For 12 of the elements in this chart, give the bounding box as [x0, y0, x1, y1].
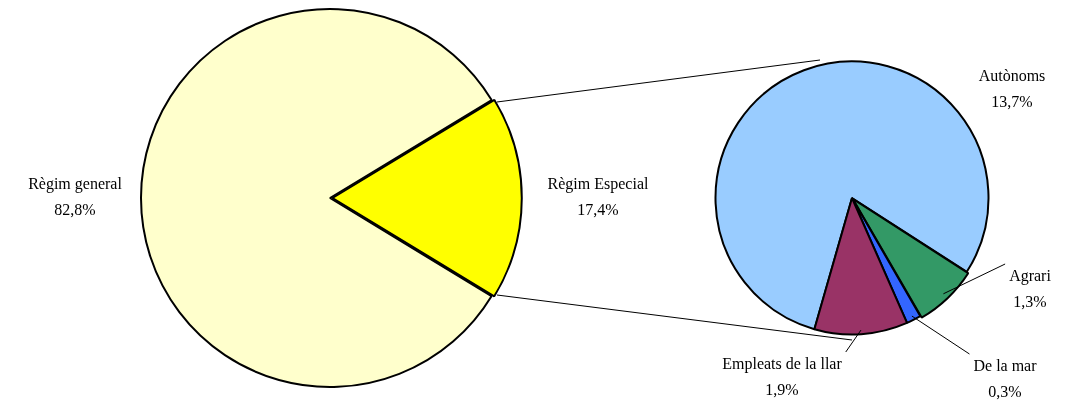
slice-label: Agrari	[1009, 267, 1052, 286]
data-label: 13,7%	[991, 93, 1033, 111]
data-label: 1,9%	[765, 381, 799, 399]
slice-label: Règim Especial	[547, 175, 649, 194]
data-label: 0,3%	[988, 383, 1022, 401]
data-label: 1,3%	[1013, 293, 1047, 311]
slice-label: Autònoms	[978, 67, 1046, 85]
slice-label: Règim general	[28, 175, 123, 194]
data-label: 17,4%	[577, 201, 619, 219]
data-label: 82,8%	[54, 201, 96, 219]
slice-label: Empleats de la llar	[722, 355, 843, 374]
slice-label: De la mar	[973, 357, 1038, 375]
